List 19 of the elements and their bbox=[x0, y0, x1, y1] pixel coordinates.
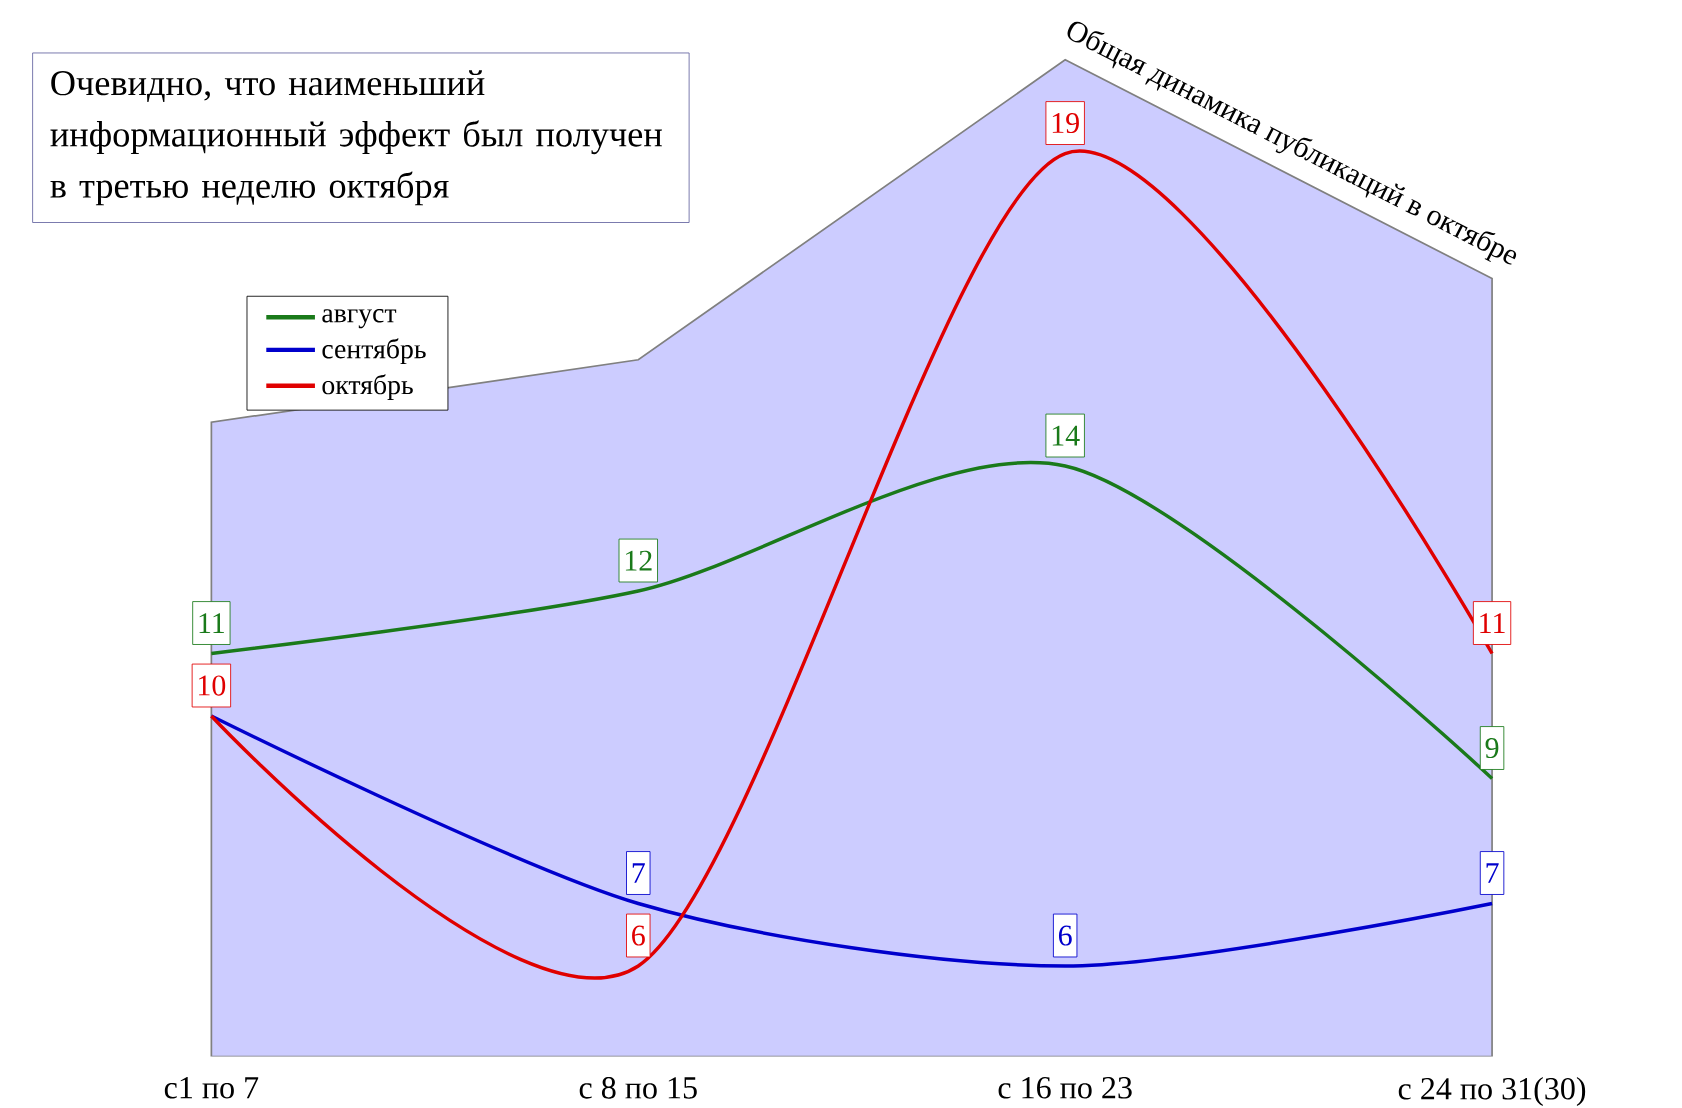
data-label: 9 bbox=[1485, 737, 1499, 759]
data-label: 11 bbox=[199, 613, 224, 633]
annotation: Очевидно, что наименьший информационный эффект был получен в третью неделю октября bbox=[50, 70, 662, 206]
legend-label: сентябрь bbox=[322, 338, 426, 364]
x-tick-label: с 16 по 23 bbox=[998, 1076, 1132, 1099]
data-label: 6 bbox=[632, 925, 645, 946]
data-label: 7 bbox=[1486, 863, 1499, 883]
data-label: 10 bbox=[199, 675, 226, 696]
data-label: 19 bbox=[1052, 112, 1079, 134]
data-label: 12 bbox=[625, 550, 652, 571]
legend-label: октябрь bbox=[322, 374, 413, 400]
data-label: 7 bbox=[632, 863, 645, 883]
data-label: 14 bbox=[1052, 425, 1080, 446]
data-label: 11 bbox=[1480, 613, 1505, 633]
data-label: 6 bbox=[1058, 925, 1072, 946]
legend-label: август bbox=[322, 309, 397, 329]
x-tick-label: с1 по 7 bbox=[164, 1076, 259, 1099]
x-tick-label: с 8 по 15 bbox=[579, 1076, 697, 1099]
x-tick-label: с 24 по 31(30) bbox=[1398, 1077, 1586, 1107]
